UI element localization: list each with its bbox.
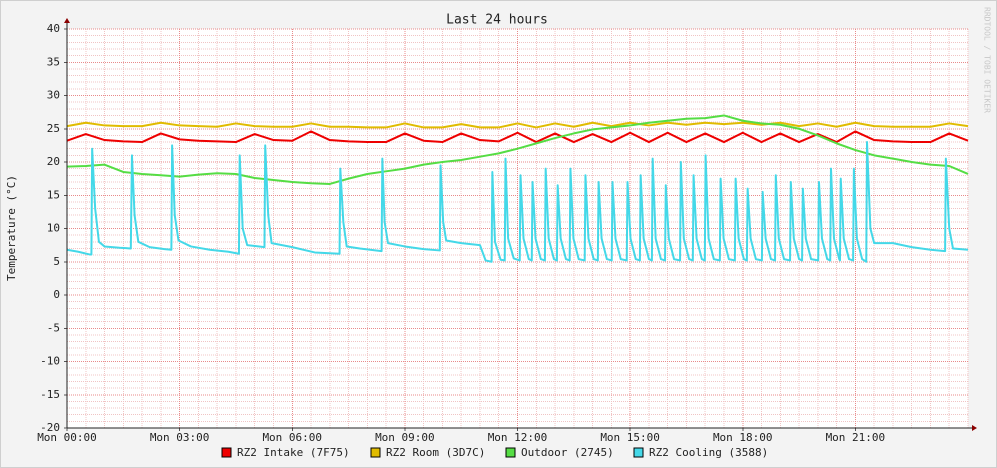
y-axis-label: Temperature (°C) <box>5 175 18 281</box>
lines <box>66 114 969 263</box>
y-tick-label: 25 <box>47 122 60 135</box>
y-tick-label: 10 <box>47 222 60 235</box>
series-line <box>66 141 969 263</box>
legend-label: RZ2 Intake (7F75) <box>237 446 350 459</box>
y-tick-label: 20 <box>47 155 60 168</box>
legend-label: Outdoor (2745) <box>521 446 614 459</box>
x-tick-label: Mon 00:00 <box>37 431 97 444</box>
legend-swatch <box>505 447 516 458</box>
x-tick-label: Mon 18:00 <box>713 431 773 444</box>
y-tick-label: -20 <box>40 421 60 434</box>
x-tick-label: Mon 12:00 <box>488 431 548 444</box>
x-tick-label: Mon 09:00 <box>375 431 435 444</box>
y-tick-label: -5 <box>47 321 60 334</box>
legend-swatch <box>370 447 381 458</box>
y-tick-label: 35 <box>47 55 60 68</box>
legend-label: RZ2 Room (3D7C) <box>386 446 485 459</box>
legend-swatch <box>221 447 232 458</box>
x-tick-label: Mon 06:00 <box>262 431 322 444</box>
axes: -20 -15 -10 -5 0 5 10 15 20 25 30 35 40 Mon 00:00 Mon … <box>37 18 977 444</box>
y-tick-label: 30 <box>47 89 60 102</box>
y-tick-label: 0 <box>53 288 60 301</box>
series-line <box>66 121 969 129</box>
x-axis-arrow <box>972 425 977 431</box>
grid <box>66 28 969 429</box>
series-line <box>66 130 969 144</box>
y-tick-label: 15 <box>47 188 60 201</box>
y-tick-label: -10 <box>40 355 60 368</box>
x-tick-label: Mon 03:00 <box>150 431 210 444</box>
watermark: RRDTOOL / TOBI OETIKER <box>983 7 992 113</box>
y-tick-label: -15 <box>40 388 60 401</box>
legend: RZ2 Intake (7F75) RZ2 Room (3D7C) Outdoor … <box>221 446 768 459</box>
y-axis-arrow <box>64 18 70 23</box>
legend-label: RZ2 Cooling (3588) <box>649 446 768 459</box>
chart-title: Last 24 hours <box>446 13 548 28</box>
series-line <box>66 114 969 185</box>
y-tick-label: 40 <box>47 22 60 35</box>
y-tick-label: 5 <box>53 255 60 268</box>
legend-swatch <box>633 447 644 458</box>
x-tick-label: Mon 15:00 <box>600 431 660 444</box>
x-tick-label: Mon 21:00 <box>826 431 886 444</box>
